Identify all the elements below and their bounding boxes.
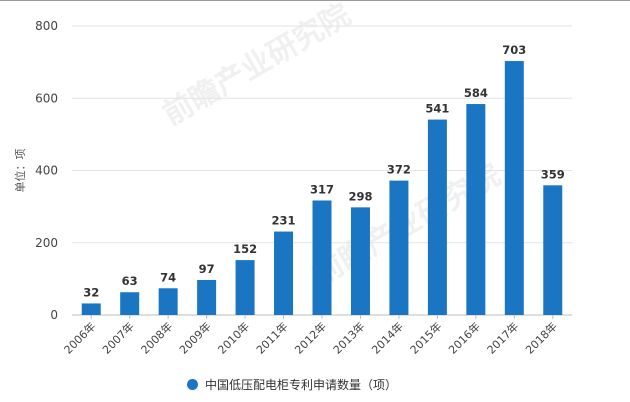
x-tick-label: 2018年 bbox=[522, 319, 559, 356]
x-tick-label: 2012年 bbox=[292, 319, 329, 356]
x-tick-label: 2013年 bbox=[330, 319, 367, 356]
bar bbox=[274, 231, 294, 315]
bar bbox=[197, 279, 217, 315]
data-label: 231 bbox=[272, 214, 296, 228]
y-tick-label: 0 bbox=[50, 308, 58, 322]
x-tick-label: 2016年 bbox=[445, 319, 482, 356]
y-tick-label: 800 bbox=[35, 19, 58, 33]
data-label: 584 bbox=[464, 86, 488, 100]
bar bbox=[466, 104, 486, 315]
data-label: 32 bbox=[83, 285, 99, 299]
bar bbox=[81, 303, 101, 315]
data-label: 359 bbox=[541, 167, 565, 181]
x-tick-label: 2008年 bbox=[138, 319, 175, 356]
data-label: 317 bbox=[310, 182, 334, 196]
bar bbox=[389, 180, 409, 315]
legend-label: 中国低压配电柜专利申请数量（项） bbox=[205, 377, 398, 392]
y-tick-label: 600 bbox=[35, 91, 58, 105]
x-tick-label: 2010年 bbox=[215, 319, 252, 356]
data-label: 63 bbox=[122, 274, 138, 288]
x-tick-label: 2014年 bbox=[369, 319, 406, 356]
data-label: 152 bbox=[233, 242, 257, 256]
bar bbox=[427, 119, 447, 315]
data-label: 74 bbox=[160, 270, 176, 284]
x-tick-label: 2017年 bbox=[484, 319, 521, 356]
bar bbox=[543, 185, 563, 315]
x-tick-label: 2009年 bbox=[176, 319, 213, 356]
bar bbox=[504, 61, 524, 316]
data-label: 703 bbox=[502, 43, 526, 57]
y-tick-label: 400 bbox=[35, 164, 58, 178]
x-tick-label: 2015年 bbox=[407, 319, 444, 356]
bar bbox=[158, 288, 178, 315]
bar bbox=[312, 200, 332, 315]
data-label: 298 bbox=[348, 189, 372, 203]
data-label: 372 bbox=[387, 163, 411, 177]
y-tick-label: 200 bbox=[35, 236, 58, 250]
top-border bbox=[0, 0, 630, 1]
legend: 中国低压配电柜专利申请数量（项） bbox=[187, 376, 397, 392]
data-label: 541 bbox=[425, 102, 449, 116]
bar bbox=[350, 207, 370, 315]
x-tick-label: 2011年 bbox=[253, 319, 290, 356]
x-tick-label: 2006年 bbox=[61, 319, 98, 356]
bar bbox=[120, 292, 140, 315]
x-tick-label: 2007年 bbox=[99, 319, 136, 356]
data-label: 97 bbox=[199, 262, 215, 276]
legend-swatch bbox=[187, 378, 198, 390]
y-axis-label: 单位：项 bbox=[13, 149, 27, 193]
bar bbox=[235, 260, 255, 315]
